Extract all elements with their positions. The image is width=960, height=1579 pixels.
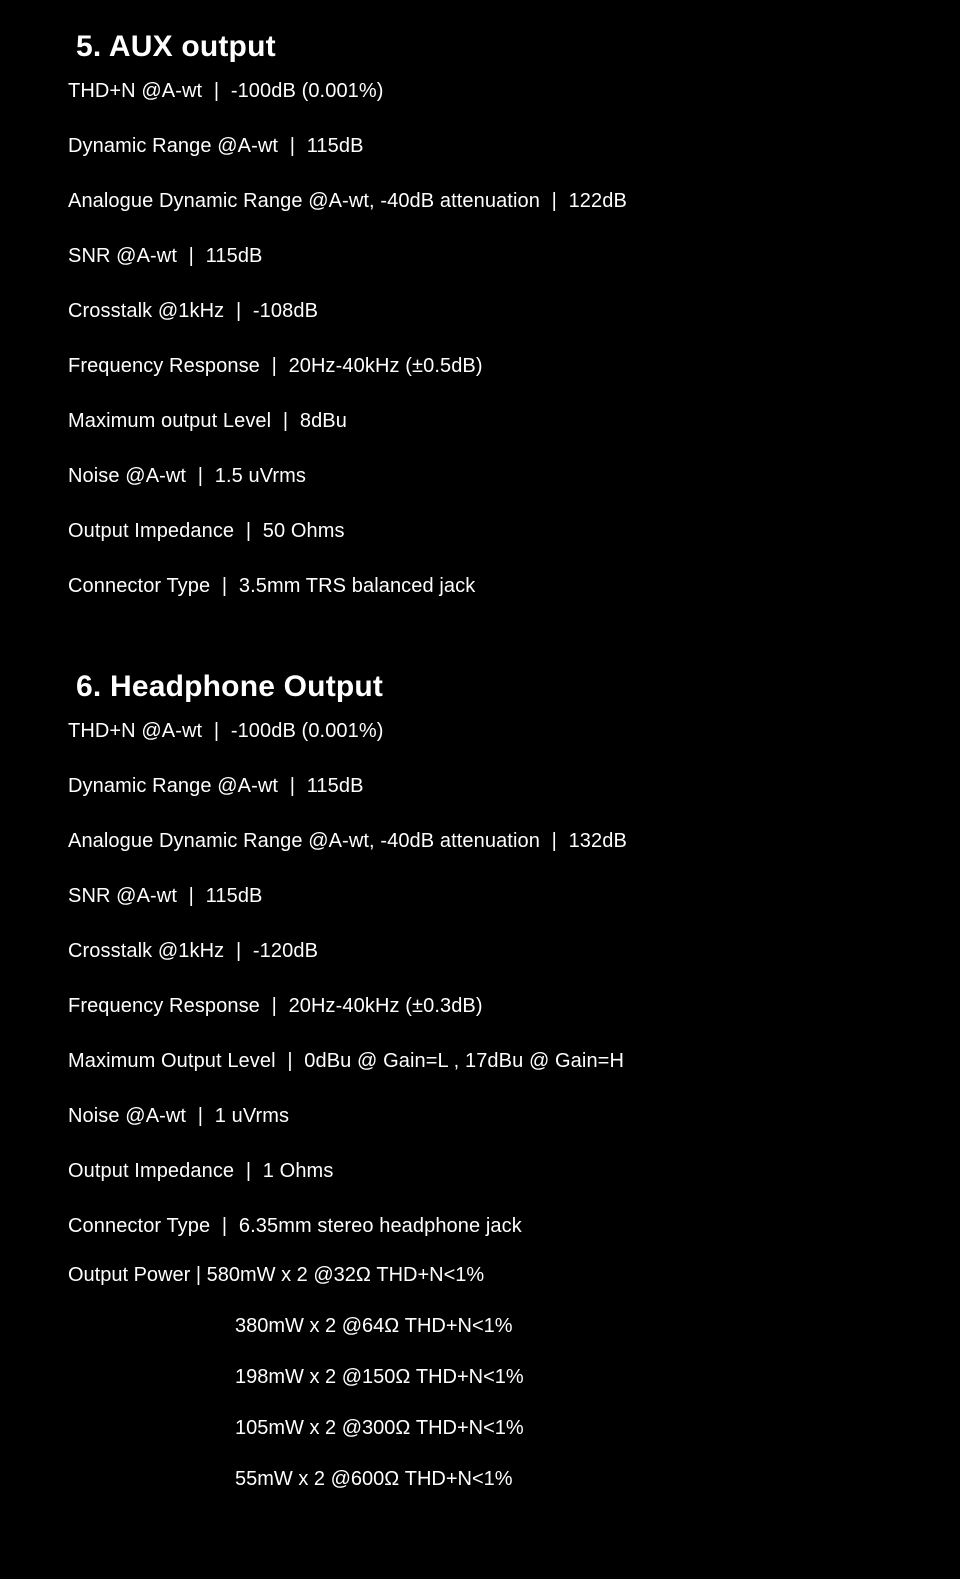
spec-value: 115dB bbox=[307, 775, 364, 797]
spec-label: THD+N @A-wt bbox=[68, 80, 202, 102]
spec-label: Noise @A-wt bbox=[68, 1105, 186, 1127]
spec-label: Frequency Response bbox=[68, 995, 260, 1017]
spec-row: Dynamic Range @A-wt | 115dB bbox=[68, 773, 960, 800]
spec-row: Maximum output Level | 8dBu bbox=[68, 408, 960, 435]
spec-value: -108dB bbox=[253, 300, 318, 322]
separator: | bbox=[272, 355, 277, 377]
spec-label: Connector Type bbox=[68, 575, 210, 597]
spec-label: Connector Type bbox=[68, 1215, 210, 1237]
separator: | bbox=[236, 300, 241, 322]
spec-label: Maximum Output Level bbox=[68, 1050, 276, 1072]
spec-value: -120dB bbox=[253, 940, 318, 962]
spec-row: Noise @A-wt | 1 uVrms bbox=[68, 1103, 960, 1130]
spec-row: SNR @A-wt | 115dB bbox=[68, 883, 960, 910]
separator: | bbox=[198, 465, 203, 487]
spec-row: Crosstalk @1kHz | -108dB bbox=[68, 298, 960, 325]
spec-value: 122dB bbox=[569, 190, 627, 212]
spec-value: 115dB bbox=[206, 245, 263, 267]
spec-value: 0dBu @ Gain=L , 17dBu @ Gain=H bbox=[304, 1050, 624, 1072]
spec-label: Output Impedance bbox=[68, 1160, 234, 1182]
spec-row: Connector Type | 3.5mm TRS balanced jack bbox=[68, 573, 960, 600]
spec-label: Analogue Dynamic Range @A-wt, -40dB atte… bbox=[68, 830, 540, 852]
separator: | bbox=[287, 1050, 292, 1072]
spec-row: Dynamic Range @A-wt | 115dB bbox=[68, 133, 960, 160]
spec-value: 1.5 uVrms bbox=[215, 465, 306, 487]
spec-label: Output Impedance bbox=[68, 520, 234, 542]
separator: | bbox=[290, 775, 295, 797]
spec-value: 6.35mm stereo headphone jack bbox=[239, 1215, 522, 1237]
separator: | bbox=[214, 720, 219, 742]
spec-row: Analogue Dynamic Range @A-wt, -40dB atte… bbox=[68, 828, 960, 855]
spec-row: Crosstalk @1kHz | -120dB bbox=[68, 938, 960, 965]
spec-label: SNR @A-wt bbox=[68, 885, 177, 907]
spec-row: Maximum Output Level | 0dBu @ Gain=L , 1… bbox=[68, 1048, 960, 1075]
separator: | bbox=[214, 80, 219, 102]
spec-value: 3.5mm TRS balanced jack bbox=[239, 575, 475, 597]
separator: | bbox=[222, 575, 227, 597]
separator: | bbox=[236, 940, 241, 962]
section-title: 6. Headphone Output bbox=[76, 670, 960, 704]
spec-label: SNR @A-wt bbox=[68, 245, 177, 267]
output-power-line: 380mW x 2 @64Ω THD+N<1% bbox=[68, 1315, 960, 1338]
spec-value: 1 Ohms bbox=[263, 1160, 334, 1182]
separator: | bbox=[189, 885, 194, 907]
section-gap bbox=[68, 628, 960, 660]
spec-value: 132dB bbox=[569, 830, 627, 852]
spec-label: Maximum output Level bbox=[68, 410, 271, 432]
separator: | bbox=[552, 830, 557, 852]
spec-label: Crosstalk @1kHz bbox=[68, 940, 224, 962]
spec-value: 20Hz-40kHz (±0.5dB) bbox=[289, 355, 483, 377]
spec-row: Output Impedance | 50 Ohms bbox=[68, 518, 960, 545]
output-power-block: Output Power | 580mW x 2 @32Ω THD+N<1% 3… bbox=[68, 1264, 960, 1491]
separator: | bbox=[189, 245, 194, 267]
spec-row: Analogue Dynamic Range @A-wt, -40dB atte… bbox=[68, 188, 960, 215]
spec-label: Analogue Dynamic Range @A-wt, -40dB atte… bbox=[68, 190, 540, 212]
output-power-line: 198mW x 2 @150Ω THD+N<1% bbox=[68, 1366, 960, 1389]
spec-value: 50 Ohms bbox=[263, 520, 345, 542]
output-power-line: 105mW x 2 @300Ω THD+N<1% bbox=[68, 1417, 960, 1440]
output-power-line: 55mW x 2 @600Ω THD+N<1% bbox=[68, 1468, 960, 1491]
spec-value: 20Hz-40kHz (±0.3dB) bbox=[289, 995, 483, 1017]
spec-value: 1 uVrms bbox=[215, 1105, 289, 1127]
separator: | bbox=[290, 135, 295, 157]
spec-row: Output Power | 580mW x 2 @32Ω THD+N<1% bbox=[68, 1264, 960, 1287]
separator: | bbox=[283, 410, 288, 432]
spec-row: Output Impedance | 1 Ohms bbox=[68, 1158, 960, 1185]
spec-value: 8dBu bbox=[300, 410, 347, 432]
spec-label: Noise @A-wt bbox=[68, 465, 186, 487]
separator: | bbox=[246, 1160, 251, 1182]
spec-page: 5. AUX output THD+N @A-wt | -100dB (0.00… bbox=[0, 0, 960, 1579]
spec-label: Crosstalk @1kHz bbox=[68, 300, 224, 322]
separator: | bbox=[198, 1105, 203, 1127]
spec-value: 580mW x 2 @32Ω THD+N<1% bbox=[207, 1264, 485, 1286]
spec-row: Frequency Response | 20Hz-40kHz (±0.5dB) bbox=[68, 353, 960, 380]
spec-label: Dynamic Range @A-wt bbox=[68, 135, 278, 157]
spec-label: THD+N @A-wt bbox=[68, 720, 208, 742]
spec-label: Dynamic Range @A-wt bbox=[68, 775, 278, 797]
separator: | bbox=[272, 995, 277, 1017]
spec-label: Output Power bbox=[68, 1264, 190, 1286]
section-title: 5. AUX output bbox=[76, 30, 960, 64]
separator: | bbox=[196, 1264, 201, 1286]
separator: | bbox=[552, 190, 557, 212]
spec-row: THD+N @A-wt | -100dB (0.001%) bbox=[68, 78, 960, 105]
spec-row: SNR @A-wt | 115dB bbox=[68, 243, 960, 270]
spec-value: 115dB bbox=[206, 885, 263, 907]
spec-label: Frequency Response bbox=[68, 355, 260, 377]
spec-row: Frequency Response | 20Hz-40kHz (±0.3dB) bbox=[68, 993, 960, 1020]
spec-value: -100dB (0.001%) bbox=[231, 80, 384, 102]
spec-row: THD+N @A-wt | -100dB (0.001%) bbox=[68, 718, 960, 745]
spec-row: Connector Type | 6.35mm stereo headphone… bbox=[68, 1213, 960, 1240]
separator: | bbox=[222, 1215, 227, 1237]
separator: | bbox=[246, 520, 251, 542]
spec-value: 115dB bbox=[307, 135, 364, 157]
spec-row: Noise @A-wt | 1.5 uVrms bbox=[68, 463, 960, 490]
spec-value: -100dB (0.001%) bbox=[231, 720, 384, 742]
